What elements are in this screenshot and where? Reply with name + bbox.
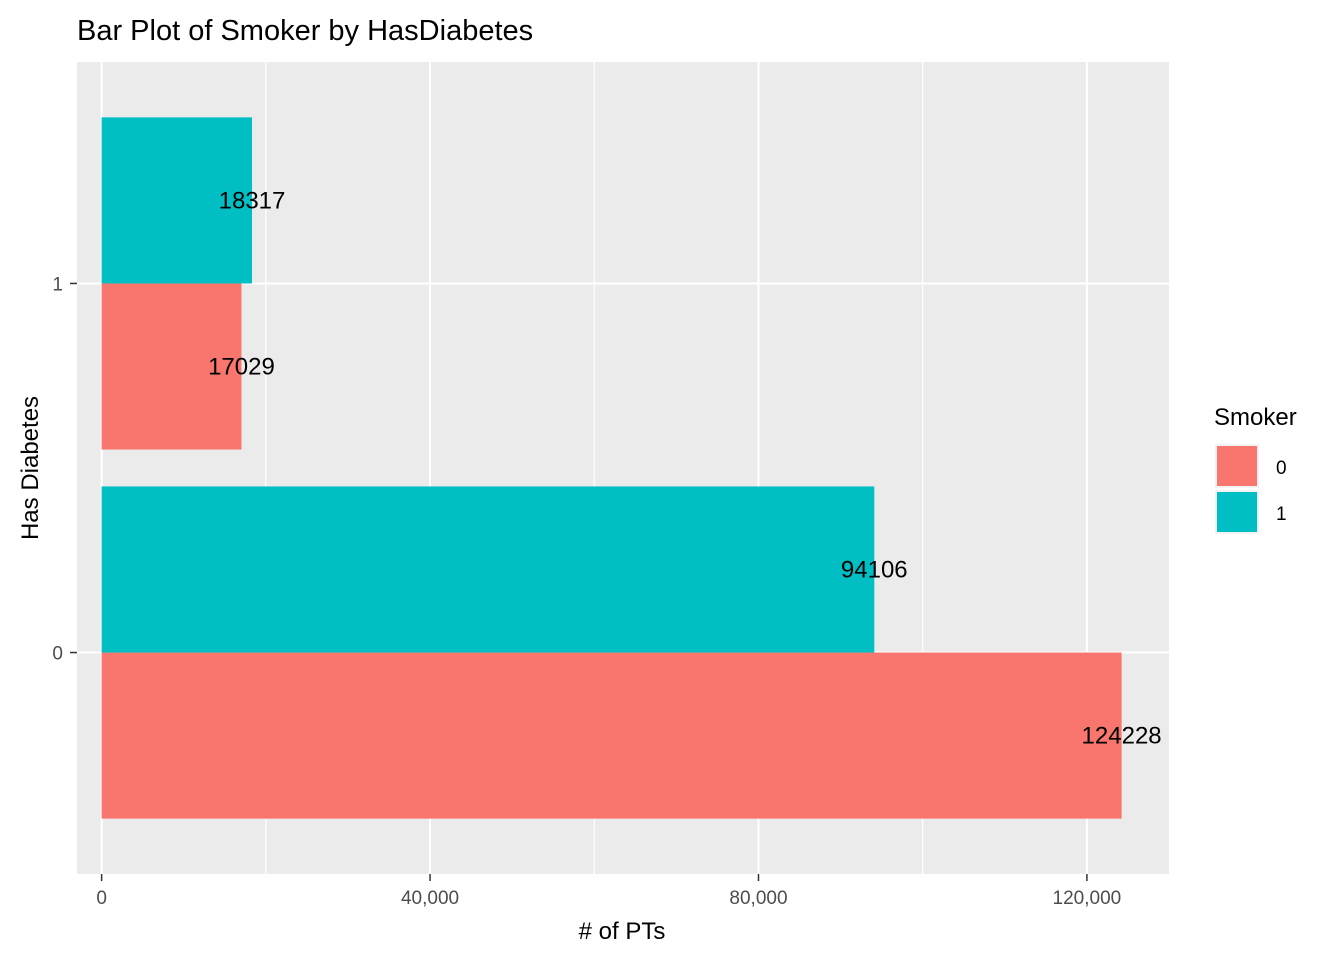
y-tick-label: 1 — [52, 274, 63, 295]
bar-0-smoker-0 — [101, 652, 1122, 819]
legend-swatch-1 — [1217, 492, 1257, 532]
data-label-0-smoker-0: 124228 — [1082, 723, 1162, 750]
bar-1-smoker-1 — [101, 117, 253, 284]
data-labels: 124228 94106 17029 18317 — [208, 187, 1162, 749]
data-label-1-smoker-0: 17029 — [208, 354, 275, 381]
bars — [101, 117, 1122, 819]
legend-label-0: 0 — [1276, 458, 1287, 479]
y-axis-title: Has Diabetes — [17, 396, 44, 540]
x-tick-label: 0 — [96, 888, 107, 909]
x-axis-title: # of PTs — [579, 918, 666, 945]
legend-title: Smoker — [1214, 404, 1297, 431]
legend: Smoker 0 1 — [1214, 404, 1297, 534]
x-tick-label: 120,000 — [1053, 888, 1122, 909]
chart-title: Bar Plot of Smoker by HasDiabetes — [77, 15, 533, 47]
bar-0-smoker-1 — [101, 486, 875, 653]
x-tick-label: 80,000 — [729, 888, 787, 909]
y-tick-label: 0 — [52, 644, 63, 665]
axes: 0 40,000 80,000 120,000 0 1 — [52, 274, 1121, 909]
bar-1-smoker-0 — [101, 283, 242, 450]
legend-label-1: 1 — [1276, 504, 1287, 525]
data-label-1-smoker-1: 18317 — [219, 187, 286, 214]
data-label-0-smoker-1: 94106 — [841, 557, 908, 584]
x-tick-label: 40,000 — [401, 888, 459, 909]
legend-swatch-0 — [1217, 446, 1257, 486]
